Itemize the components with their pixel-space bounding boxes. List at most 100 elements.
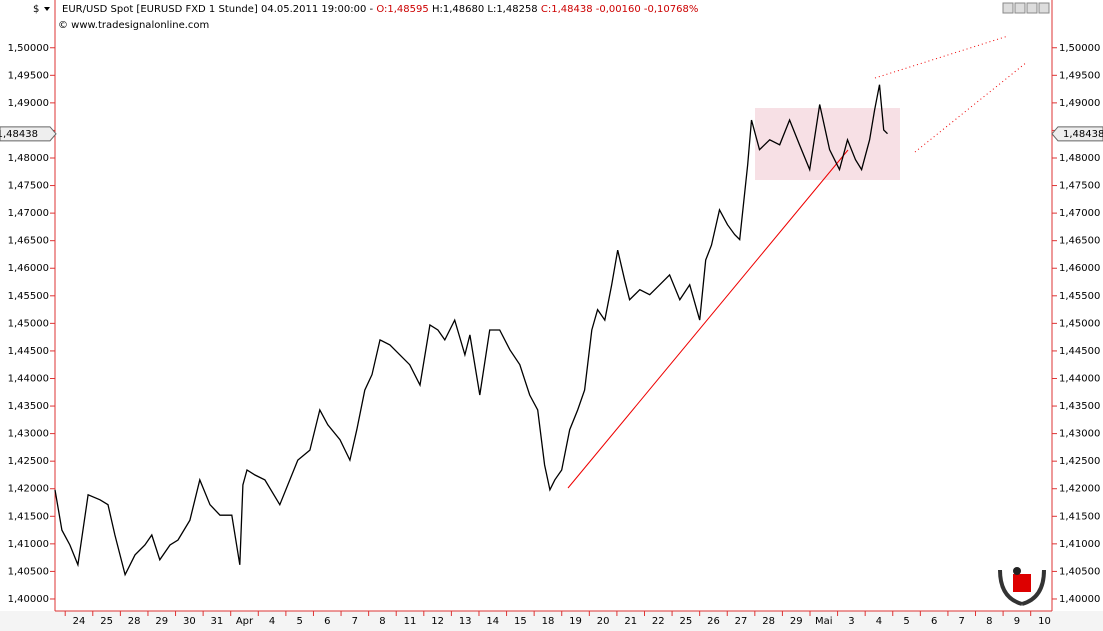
x-tick-label: 25 (680, 616, 693, 627)
x-tick-label: 13 (459, 616, 472, 627)
y-tick-label: 1,46500 (8, 236, 49, 247)
x-tick-label: Mai (815, 616, 833, 627)
y-tick-label: 1,41000 (1059, 539, 1100, 550)
x-tick-label: 21 (624, 616, 637, 627)
x-tick-label: 26 (707, 616, 720, 627)
x-tick-label: 18 (542, 616, 555, 627)
last-price-marker (0, 126, 57, 142)
y-tick-label: 1,45500 (1059, 291, 1100, 302)
x-tick-label: 28 (128, 616, 141, 627)
y-tick-label: 1,47000 (8, 208, 49, 219)
last-price-marker (1051, 126, 1103, 142)
y-tick-label: 1,46500 (1059, 236, 1100, 247)
y-tick-label: 1,50000 (8, 43, 49, 54)
x-tick-label: 31 (211, 616, 224, 627)
y-tick-label: 1,42000 (1059, 484, 1100, 495)
y-tick-label: 1,45500 (8, 291, 49, 302)
y-tick-label: 1,49500 (1059, 70, 1100, 81)
source: © www.tradesignalonline.com (58, 20, 209, 31)
x-tick-label: 4 (269, 616, 275, 627)
button[interactable] (1026, 2, 1038, 14)
x-tick-label: 15 (514, 616, 527, 627)
laurel (1021, 569, 1046, 606)
y-tick-label: 1,42500 (8, 456, 49, 467)
y-tick-label: 1,47500 (8, 181, 49, 192)
channel-line (874, 35, 1009, 79)
x-tick-label: Apr (236, 616, 254, 627)
x-tick-label: 5 (903, 616, 909, 627)
x-tick-label: 7 (959, 616, 965, 627)
logo-head (1013, 567, 1021, 575)
close: C:1,48438 -0,00160 -0,10768% (541, 4, 699, 15)
x-tick-label: 24 (73, 616, 86, 627)
y-tick-label: 1,40500 (8, 566, 49, 577)
x-tick-label: 8 (986, 616, 992, 627)
y-tick-label: 1,40000 (1059, 594, 1100, 605)
last-price-label: 1,48438 (1063, 129, 1103, 140)
y-tick-label: 1,45000 (1059, 318, 1100, 329)
x-tick-label: 28 (762, 616, 775, 627)
button[interactable] (1014, 2, 1026, 14)
x-tick-label: 30 (183, 616, 196, 627)
instrument-label: EUR/USD Spot [EURUSD FXD 1 Stunde] 04.05… (62, 4, 698, 15)
y-tick-label: 1,48000 (1059, 153, 1100, 164)
logo (998, 567, 1046, 606)
x-tick-label: 14 (486, 616, 499, 627)
price-line (54, 84, 888, 577)
x-tick-label: 25 (100, 616, 113, 627)
dropdown-arrow[interactable] (44, 7, 50, 11)
x-tick-label: 9 (1014, 616, 1020, 627)
x-tick-label: 6 (324, 616, 330, 627)
x-tick-label: 27 (735, 616, 748, 627)
x-tick-label: 29 (155, 616, 168, 627)
low: L:1,48258 (487, 4, 537, 15)
y-tick-label: 1,43000 (1059, 429, 1100, 440)
y-tick-label: 1,45000 (8, 318, 49, 329)
y-tick-label: 1,44000 (8, 373, 49, 384)
y-tick-label: 1,44500 (8, 346, 49, 357)
y-tick-label: 1,43000 (8, 429, 49, 440)
logo-box (1013, 574, 1031, 592)
currency-label: $ (33, 4, 39, 15)
window-buttons (1002, 2, 1050, 14)
y-tick-label: 1,41000 (8, 539, 49, 550)
laurel (998, 569, 1023, 606)
x-tick-label: 4 (876, 616, 882, 627)
y-tick-label: 1,42500 (1059, 456, 1100, 467)
x-tick-label: 10 (1038, 616, 1051, 627)
last-price-label: 1,48438 (0, 129, 38, 140)
y-tick-label: 1,46000 (1059, 263, 1100, 274)
x-tick-label: 20 (597, 616, 610, 627)
x-tick-label: 5 (296, 616, 302, 627)
high: H:1,48680 (432, 4, 484, 15)
x-tick-label: 29 (790, 616, 803, 627)
x-tick-label: 22 (652, 616, 665, 627)
y-tick-label: 1,41500 (8, 511, 49, 522)
x-tick-label: 11 (404, 616, 417, 627)
y-tick-label: 1,44000 (1059, 373, 1100, 384)
y-tick-label: 1,42000 (8, 484, 49, 495)
y-tick-label: 1,49000 (1059, 98, 1100, 109)
button[interactable] (1002, 2, 1014, 14)
x-axis-band (0, 611, 1103, 631)
x-tick-label: 3 (848, 616, 854, 627)
y-tick-label: 1,43500 (1059, 401, 1100, 412)
x-tick-label: 8 (379, 616, 385, 627)
x-tick-label: 7 (352, 616, 358, 627)
y-tick-label: 1,47000 (1059, 208, 1100, 219)
y-tick-label: 1,40000 (8, 594, 49, 605)
trend-line (567, 149, 849, 489)
y-tick-label: 1,50000 (1059, 43, 1100, 54)
y-tick-label: 1,44500 (1059, 346, 1100, 357)
instrument: EUR/USD Spot [EURUSD FXD 1 Stunde] 04.05… (62, 4, 374, 15)
x-tick-label: 12 (431, 616, 444, 627)
x-tick-label: 19 (569, 616, 582, 627)
y-tick-label: 1,49500 (8, 70, 49, 81)
y-tick-label: 1,47500 (1059, 181, 1100, 192)
y-tick-label: 1,41500 (1059, 511, 1100, 522)
y-tick-label: 1,43500 (8, 401, 49, 412)
y-tick-label: 1,46000 (8, 263, 49, 274)
button[interactable] (1038, 2, 1050, 14)
